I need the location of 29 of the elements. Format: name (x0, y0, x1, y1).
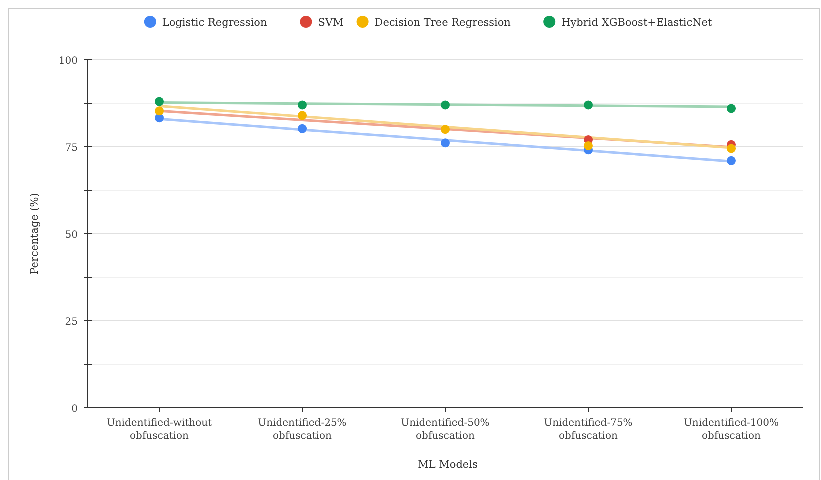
legend-label: SVM (318, 17, 344, 29)
y-tick-label: 100 (58, 56, 78, 67)
point (441, 125, 450, 134)
legend-label: Logistic Regression (162, 17, 268, 29)
y-axis-title: Percentage (%) (29, 193, 41, 275)
point (584, 100, 593, 110)
point (441, 138, 450, 148)
y-tick-label: 50 (65, 230, 78, 241)
point (727, 156, 736, 166)
legend-label: Hybrid XGBoost+ElasticNet (562, 17, 714, 29)
point (584, 141, 593, 150)
y-tick-label: 0 (72, 404, 78, 415)
point (727, 104, 736, 114)
point (298, 100, 307, 110)
point (298, 124, 307, 134)
y-tick-label: 75 (65, 143, 78, 154)
point (727, 144, 736, 154)
x-tick-label: Unidentified-without obfuscation (106, 418, 212, 442)
x-tick-label: Unidentified-25% obfuscation (258, 418, 347, 442)
x-axis-title: ML Models (418, 459, 478, 471)
y-tick-label: 25 (65, 317, 78, 328)
point (441, 100, 450, 110)
legend-label: Decision Tree Regression (374, 17, 512, 29)
point (155, 97, 164, 106)
point (298, 111, 307, 120)
x-tick-label: Unidentified-75% obfuscation (544, 418, 633, 442)
point (155, 106, 164, 116)
x-tick-label: Unidentified-50% obfuscation (401, 418, 490, 442)
x-tick-label: Unidentified-100% obfuscation (684, 418, 779, 442)
